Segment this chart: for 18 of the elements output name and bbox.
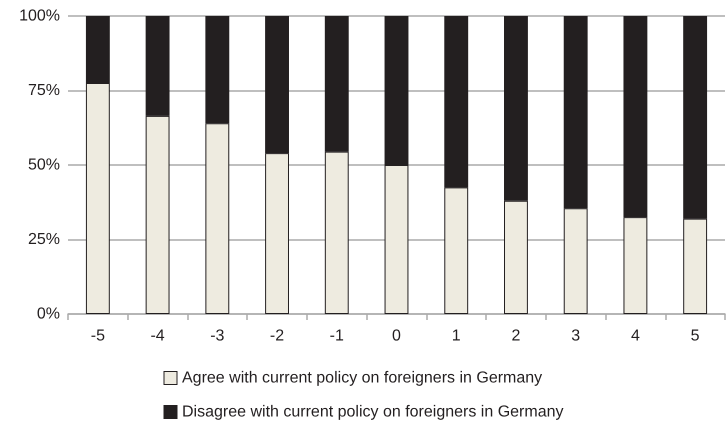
x-tick-label: 5 bbox=[690, 328, 700, 344]
x-tick-label: 1 bbox=[452, 328, 461, 344]
x-tick-label: -1 bbox=[330, 328, 344, 344]
x-tick-label: 3 bbox=[571, 328, 580, 344]
x-tick-label: 2 bbox=[512, 328, 520, 344]
legend-label: Agree with current policy on foreigners in Germany bbox=[182, 370, 542, 386]
y-tick-label: 75% bbox=[28, 82, 60, 99]
y-tick-label: 50% bbox=[28, 156, 60, 174]
x-tick-label: 0 bbox=[392, 328, 402, 344]
y-tick-label: 100% bbox=[19, 8, 60, 24]
x-tick-label: -5 bbox=[90, 328, 106, 344]
y-tick-label: 0% bbox=[36, 306, 60, 322]
x-tick-label: -2 bbox=[270, 328, 284, 344]
x-tick-label: 4 bbox=[630, 328, 640, 344]
x-tick-label: -4 bbox=[150, 328, 165, 344]
y-tick-label: 25% bbox=[28, 231, 60, 248]
legend-label: Disagree with current policy on foreigners in Germany bbox=[182, 404, 564, 420]
x-tick-label: -3 bbox=[210, 328, 225, 344]
